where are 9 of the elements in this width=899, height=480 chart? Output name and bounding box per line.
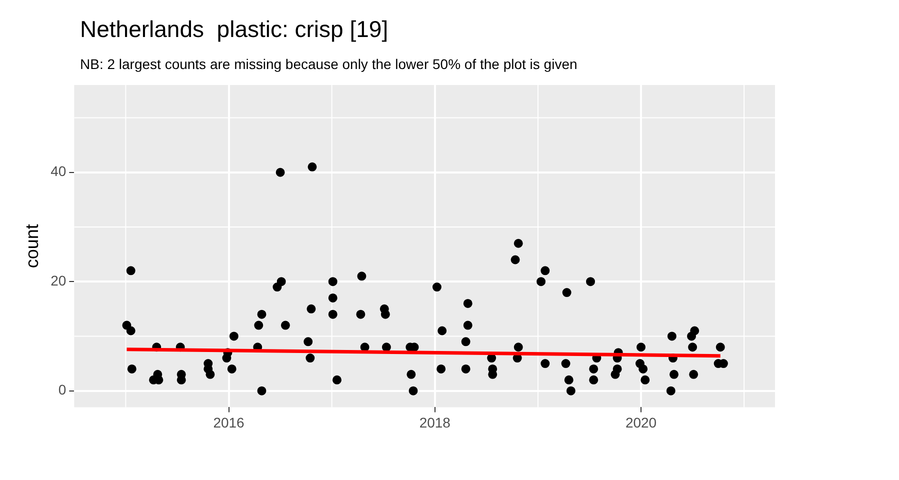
chart-subtitle: NB: 2 largest counts are missing because only the lower 50% of the plot is given	[80, 56, 578, 72]
y-axis-title: count	[22, 224, 42, 268]
x-tick-label: 2020	[625, 414, 657, 430]
y-tick-label: 20	[50, 272, 66, 288]
x-tick-label: 2018	[419, 414, 451, 430]
chart-title: Netherlands plastic: crisp [19]	[80, 16, 388, 43]
y-tick-label: 0	[58, 382, 66, 398]
x-tick-label: 2016	[213, 414, 245, 430]
y-tick-label: 40	[50, 163, 66, 180]
